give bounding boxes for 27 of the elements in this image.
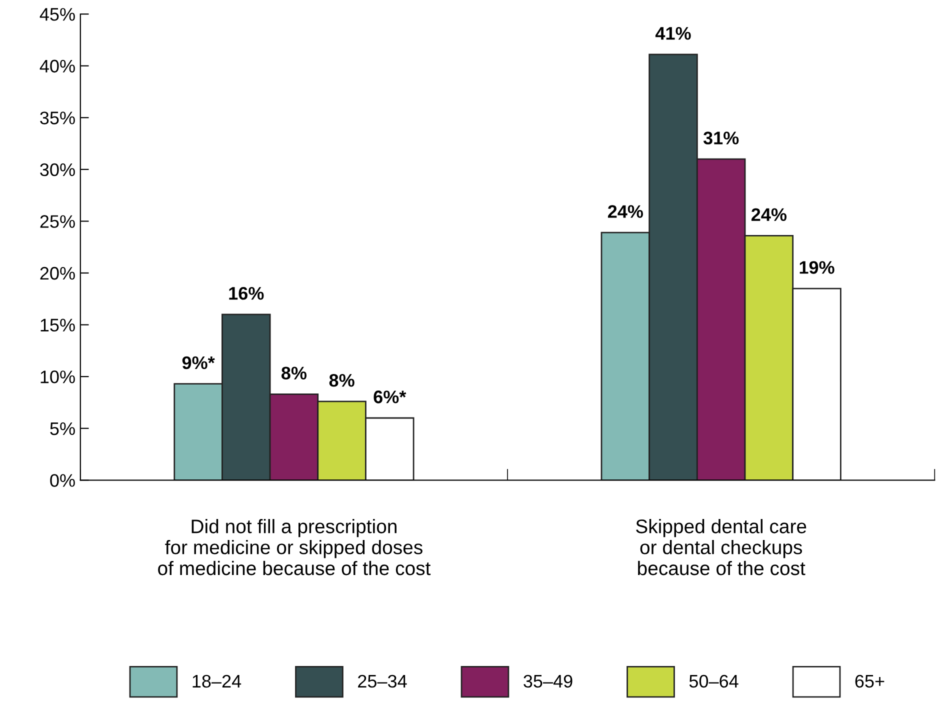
data-label: 24% — [751, 208, 787, 221]
data-label: 8% — [329, 374, 354, 387]
y-tick-label: 45% — [40, 8, 75, 21]
y-tick-label: 20% — [40, 266, 75, 280]
data-label: 24% — [608, 205, 644, 218]
y-tick-label: 35% — [40, 112, 75, 124]
legend-label: 18–24 — [192, 674, 242, 688]
x-tick-label: Did not fill a prescription for medicine or skipped doses of medicine because of the cost — [158, 519, 431, 576]
data-label: 6%* — [374, 390, 406, 404]
legend-label: 35–49 — [524, 674, 572, 688]
y-tick-label: 0% — [50, 474, 75, 487]
y-tick-label: 40% — [40, 60, 75, 73]
legend-label: 65+ — [855, 674, 884, 688]
y-tick-label: 5% — [50, 422, 75, 436]
y-tick-label: 25% — [40, 215, 75, 228]
legend-label: 50–64 — [689, 674, 738, 688]
y-tick-label: 10% — [40, 370, 75, 384]
y-tick-label: 30% — [40, 163, 75, 176]
data-label: 16% — [229, 286, 264, 300]
data-label: 31% — [703, 132, 739, 144]
x-tick-label: Skipped dental care or dental checkups because of the cost — [636, 519, 806, 576]
data-label: 8% — [281, 366, 307, 380]
data-label: 19% — [800, 261, 834, 274]
data-label: 9%* — [182, 356, 215, 370]
y-tick-label: 15% — [40, 318, 75, 332]
data-label: 41% — [655, 27, 691, 40]
legend-label: 25–34 — [358, 674, 407, 688]
